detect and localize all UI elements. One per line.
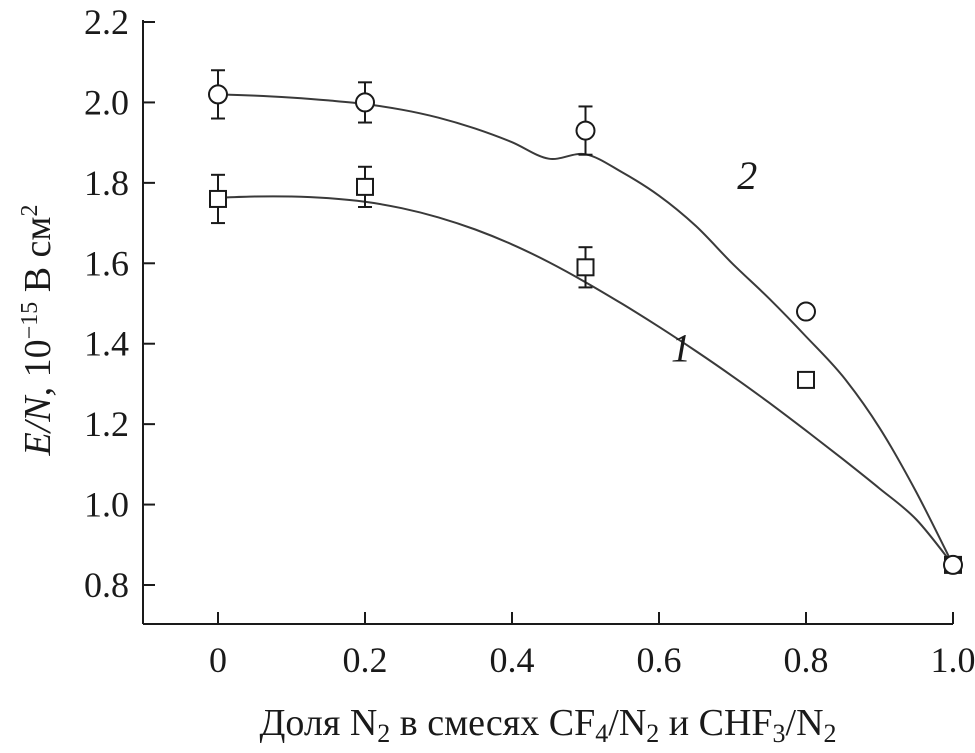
data-point-circle (943, 554, 963, 575)
data-point-circle (796, 301, 816, 322)
y-tick-label: 1.6 (84, 243, 129, 283)
x-tick-label: 0.8 (784, 640, 829, 680)
data-point-square (356, 177, 374, 196)
y-tick-label: 2.0 (84, 82, 129, 122)
curve-label-2: 2 (737, 153, 757, 198)
x-ticks: 0 0.2 0.4 0.6 0.8 1.0 (209, 612, 975, 680)
data-point-circle (575, 120, 596, 141)
data-point-circle (208, 84, 228, 105)
x-tick-label: 0.2 (343, 640, 388, 680)
chart-axes (142, 20, 953, 625)
y-tick-label: 2.2 (84, 2, 129, 42)
x-tick-label: 0 (209, 640, 227, 680)
data-markers (208, 84, 963, 575)
y-tick-label: 1.0 (84, 485, 129, 525)
x-axis-title: Доля N2 в смесях CF4/N2 и CHF3/N2 (259, 702, 836, 748)
x-tick-label: 1.0 (931, 640, 975, 680)
y-tick-label: 1.2 (84, 404, 129, 444)
curve-label-1: 1 (671, 326, 691, 371)
fit-curve-series-2 (217, 93, 954, 566)
fit-curves (217, 93, 954, 566)
data-point-square (576, 258, 595, 277)
y-axis-title: E/N, 10−15 В см2 (17, 205, 59, 457)
x-tick-label: 0.4 (490, 640, 535, 680)
x-tick-label: 0.6 (637, 640, 682, 680)
y-tick-label: 1.8 (84, 163, 129, 203)
data-point-square (797, 370, 815, 389)
data-point-circle (355, 92, 375, 113)
y-tick-label: 0.8 (84, 565, 129, 605)
y-ticks: 0.8 1.0 1.2 1.4 1.6 1.8 2.0 2.2 (84, 2, 155, 605)
data-point-square (209, 189, 227, 208)
curve-labels: 12 (671, 153, 757, 371)
y-tick-label: 1.4 (84, 324, 129, 364)
